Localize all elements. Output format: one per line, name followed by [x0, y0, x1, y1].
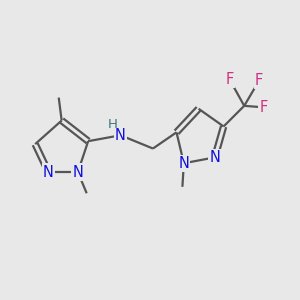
Text: N: N	[115, 128, 126, 143]
Text: N: N	[178, 156, 189, 171]
Text: F: F	[255, 73, 263, 88]
Text: F: F	[259, 100, 268, 115]
Text: N: N	[72, 165, 83, 180]
Text: H: H	[108, 118, 118, 130]
Text: N: N	[209, 150, 220, 165]
Text: F: F	[225, 72, 234, 87]
Text: N: N	[43, 165, 54, 180]
